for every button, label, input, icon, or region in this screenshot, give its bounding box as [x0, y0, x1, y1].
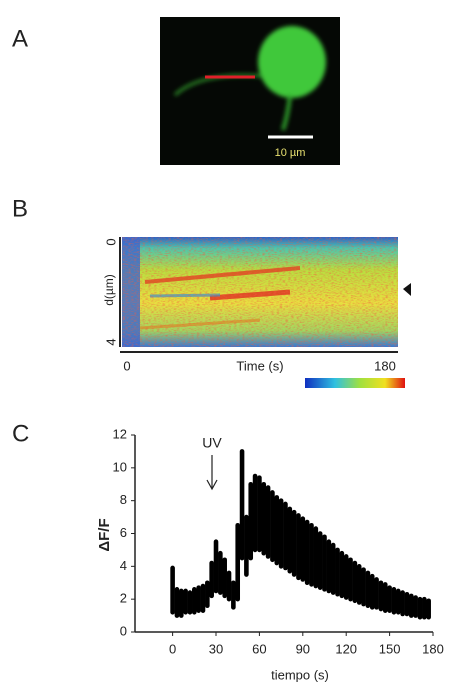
scale-bar-label: 10 µm [275, 147, 306, 159]
annotation: UV [202, 435, 222, 451]
micrograph [160, 17, 340, 165]
panel-label: C [12, 420, 29, 447]
y-tick-label: 4 [103, 338, 118, 345]
y-tick-label: 12 [113, 426, 127, 441]
x-axis-label: tiempo (s) [271, 667, 329, 682]
y-tick-label: 0 [120, 623, 127, 638]
x-tick-label: 120 [335, 641, 357, 656]
y-tick-label: 0 [103, 238, 118, 245]
y-tick-label: 8 [120, 492, 127, 507]
annotation-arrow [206, 455, 218, 491]
panel-label: B [12, 195, 28, 222]
x-tick-label: 180 [374, 358, 396, 373]
x-tick-label: 30 [209, 641, 223, 656]
y-axis-label: d(µm) [102, 274, 116, 306]
y-tick-label: 4 [120, 558, 127, 573]
y-axis-label: ΔF/F [96, 518, 113, 551]
panel-label: A [12, 25, 28, 52]
y-tick-label: 10 [113, 459, 127, 474]
y-tick-label: 6 [120, 525, 127, 540]
x-tick-label: 90 [296, 641, 310, 656]
x-tick-label: 150 [379, 641, 401, 656]
y-tick-label: 2 [120, 591, 127, 606]
x-tick-label: 0 [123, 358, 130, 373]
x-axis-label: Time (s) [236, 358, 283, 373]
x-tick-label: 180 [422, 641, 444, 656]
kymograph [119, 237, 411, 388]
x-tick-label: 60 [252, 641, 266, 656]
x-tick-label: 0 [169, 641, 176, 656]
